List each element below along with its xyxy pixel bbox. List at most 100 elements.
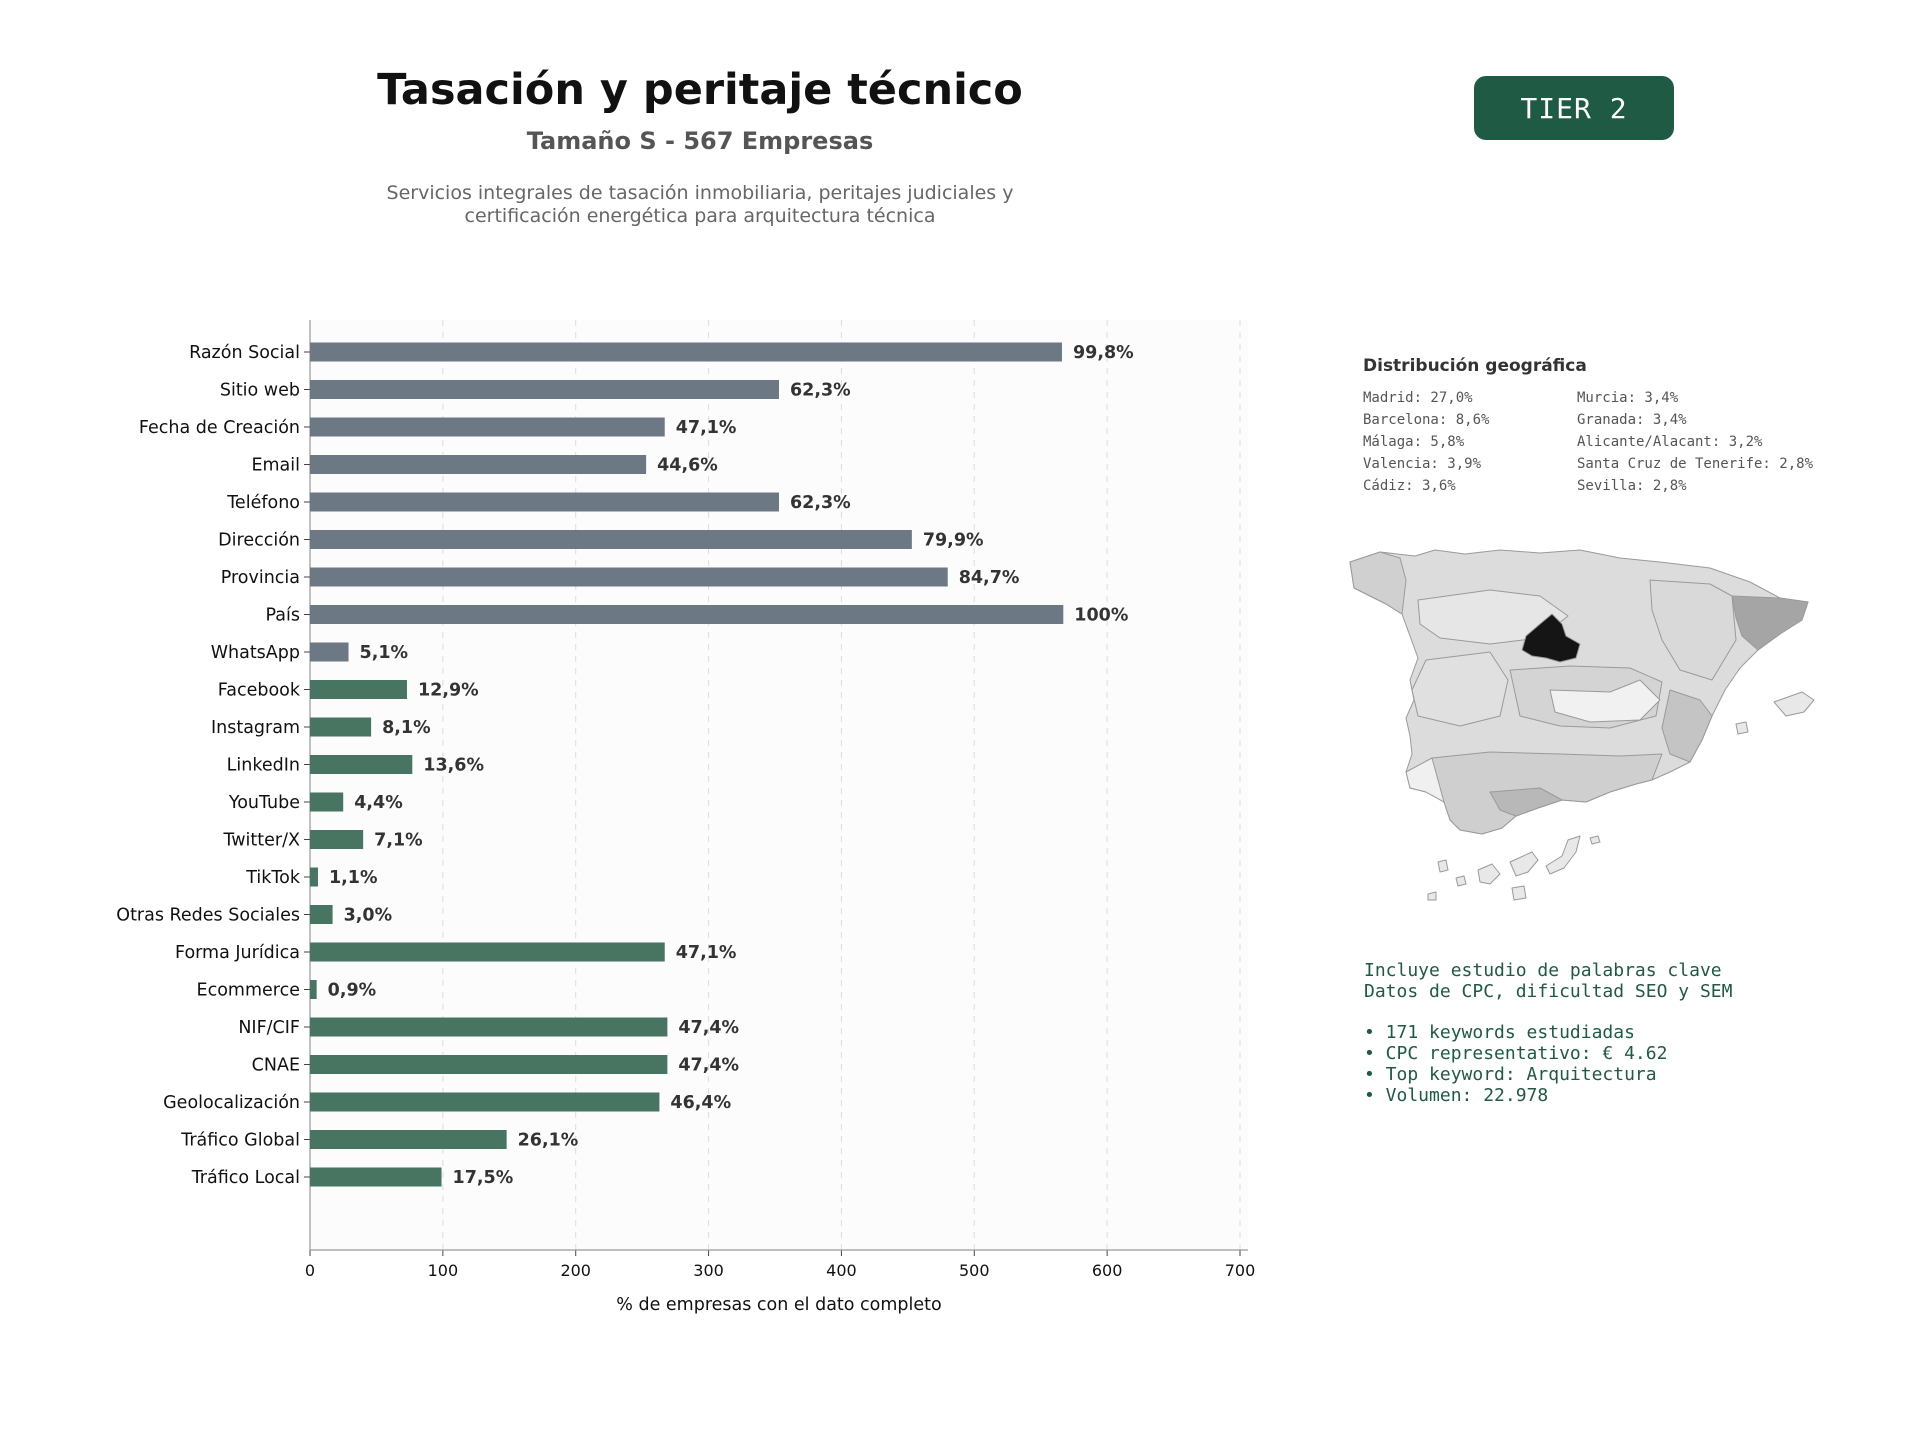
map-balearic-1 bbox=[1773, 691, 1815, 717]
map-canary-2 bbox=[1455, 875, 1467, 887]
description-line-2: certificación energética para arquitectu… bbox=[464, 205, 936, 227]
keywords-bullet: • 171 keywords estudiadas bbox=[1364, 1022, 1635, 1043]
data-label: 47,1% bbox=[676, 943, 737, 963]
geo-item: Madrid: 27,0% bbox=[1363, 390, 1473, 406]
data-label: 5,1% bbox=[360, 643, 409, 663]
category-label: Dirección bbox=[218, 531, 300, 551]
data-label: 46,4% bbox=[670, 1093, 731, 1113]
bar bbox=[310, 980, 317, 999]
keywords-bullet: • Volumen: 22.978 bbox=[1364, 1085, 1549, 1106]
bar bbox=[310, 642, 349, 662]
bar bbox=[310, 1017, 668, 1037]
map-canary-3 bbox=[1477, 863, 1501, 885]
category-label: Facebook bbox=[218, 681, 301, 701]
data-label: 79,9% bbox=[923, 531, 984, 551]
category-label: Otras Redes Sociales bbox=[116, 906, 300, 926]
header: Tasación y peritaje técnico Tamaño S - 5… bbox=[300, 60, 1100, 228]
category-label: TikTok bbox=[245, 868, 301, 888]
bar bbox=[310, 680, 407, 699]
category-label: NIF/CIF bbox=[238, 1018, 300, 1038]
page-title: Tasación y peritaje técnico bbox=[377, 65, 1023, 115]
bar bbox=[310, 455, 647, 474]
category-label: YouTube bbox=[228, 793, 300, 813]
map-catalonia bbox=[1731, 595, 1809, 651]
data-label: 8,1% bbox=[382, 718, 431, 738]
bar bbox=[310, 342, 1062, 362]
keywords-bullet: • Top keyword: Arquitectura bbox=[1364, 1064, 1657, 1085]
x-tick-label: 200 bbox=[560, 1261, 591, 1280]
data-label: 0,9% bbox=[328, 981, 377, 1001]
keywords-line-1: Incluye estudio de palabras clave bbox=[1364, 960, 1722, 981]
bar bbox=[310, 417, 665, 437]
geo-item: Valencia: 3,9% bbox=[1363, 456, 1482, 472]
category-label: WhatsApp bbox=[211, 643, 300, 663]
data-label: 99,8% bbox=[1073, 343, 1134, 363]
map-extremadura bbox=[1411, 651, 1509, 727]
data-label: 3,0% bbox=[344, 906, 393, 926]
bar bbox=[310, 942, 665, 962]
geo-item: Cádiz: 3,6% bbox=[1363, 478, 1456, 494]
bar bbox=[310, 380, 779, 399]
bar bbox=[310, 1130, 507, 1149]
data-label: 47,4% bbox=[678, 1018, 739, 1038]
category-label: Email bbox=[251, 456, 300, 476]
geo-distribution: Distribución geográfica Madrid: 27,0% Mu… bbox=[1363, 356, 1883, 494]
data-label: 100% bbox=[1074, 606, 1128, 626]
data-label: 62,3% bbox=[790, 493, 851, 513]
data-label: 47,1% bbox=[676, 418, 737, 438]
category-label: Twitter/X bbox=[222, 831, 300, 851]
map-malaga bbox=[1489, 787, 1563, 817]
geo-list: Madrid: 27,0% Murcia: 3,4% Barcelona: 8,… bbox=[1363, 390, 1883, 494]
tier-badge: TIER 2 bbox=[1474, 76, 1674, 140]
map-aragon bbox=[1649, 579, 1737, 681]
x-axis-label: % de empresas con el dato completo bbox=[616, 1295, 941, 1315]
map-canary-4 bbox=[1509, 851, 1539, 877]
map-madrid bbox=[1521, 613, 1581, 663]
category-label: Forma Jurídica bbox=[175, 943, 300, 963]
data-label: 26,1% bbox=[518, 1131, 579, 1151]
x-tick-label: 500 bbox=[959, 1261, 990, 1280]
category-label: Instagram bbox=[211, 718, 300, 738]
x-tick-label: 0 bbox=[305, 1261, 315, 1280]
data-label: 13,6% bbox=[423, 756, 484, 776]
bar bbox=[310, 530, 912, 549]
geo-title: Distribución geográfica bbox=[1363, 356, 1587, 376]
bar bbox=[310, 1055, 668, 1074]
geo-item: Alicante/Alacant: 3,2% bbox=[1577, 434, 1763, 450]
bar bbox=[310, 717, 372, 737]
spain-choropleth-map bbox=[1340, 540, 1815, 901]
bar bbox=[310, 605, 1064, 624]
map-valencia bbox=[1661, 689, 1713, 763]
description-line-1: Servicios integrales de tasación inmobil… bbox=[386, 182, 1014, 204]
bar bbox=[310, 567, 948, 587]
geo-item: Murcia: 3,4% bbox=[1577, 390, 1679, 406]
category-label: Geolocalización bbox=[163, 1093, 300, 1113]
bar bbox=[310, 905, 333, 924]
bar bbox=[310, 830, 364, 849]
map-galicia bbox=[1349, 551, 1407, 615]
map-canary-1 bbox=[1437, 859, 1449, 873]
data-label: 4,4% bbox=[354, 793, 403, 813]
category-label: Tráfico Local bbox=[191, 1168, 300, 1188]
map-canary-7 bbox=[1427, 891, 1437, 901]
bar bbox=[310, 492, 779, 512]
x-tick-label: 300 bbox=[693, 1261, 724, 1280]
x-tick-label: 400 bbox=[826, 1261, 857, 1280]
bar bbox=[310, 1167, 442, 1187]
category-label: CNAE bbox=[252, 1056, 300, 1076]
data-label: 47,4% bbox=[678, 1056, 739, 1076]
bar bbox=[310, 792, 344, 812]
map-huelva bbox=[1405, 757, 1445, 803]
x-tick-label: 600 bbox=[1092, 1261, 1123, 1280]
bar bbox=[310, 755, 413, 774]
map-ceuta-melilla bbox=[1589, 835, 1601, 845]
category-label: Fecha de Creación bbox=[139, 418, 300, 438]
geo-item: Barcelona: 8,6% bbox=[1363, 412, 1490, 428]
keywords-panel: Incluye estudio de palabras clave Datos … bbox=[1364, 960, 1884, 1106]
geo-item: Sevilla: 2,8% bbox=[1577, 478, 1687, 494]
geo-item: Málaga: 5,8% bbox=[1363, 434, 1465, 450]
geo-item: Granada: 3,4% bbox=[1577, 412, 1687, 428]
data-label: 17,5% bbox=[453, 1168, 514, 1188]
map-canary-5 bbox=[1511, 885, 1527, 901]
x-tick-label: 700 bbox=[1225, 1261, 1256, 1280]
